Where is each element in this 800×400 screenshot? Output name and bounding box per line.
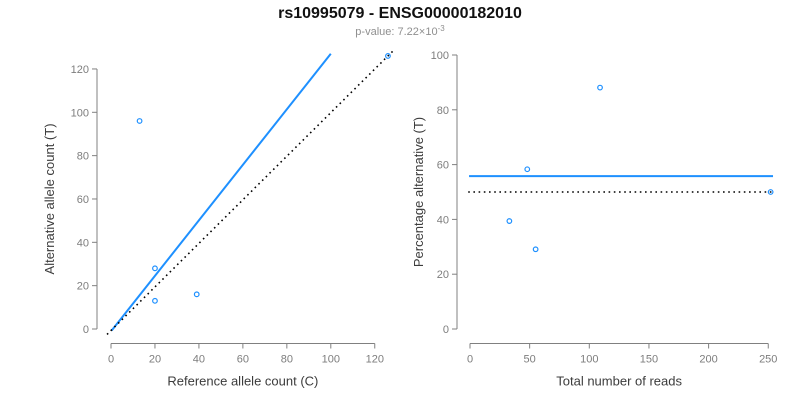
fitted-line <box>110 53 332 332</box>
y-tick-label: 0 <box>443 324 449 336</box>
data-point <box>767 189 774 195</box>
y-tick-label: 0 <box>83 324 89 336</box>
y-tick-label: 100 <box>71 107 89 119</box>
allele-count-scatter: 0 20 40 60 80 100 120 0 20 40 60 80 100 120 Reference … <box>42 50 394 389</box>
data-point <box>136 118 143 124</box>
x-axis-title: Total number of reads <box>556 374 682 389</box>
x-tick-label: 20 <box>149 354 161 366</box>
y-tick-label: 20 <box>77 281 89 293</box>
y-tick-label: 60 <box>77 194 89 206</box>
data-point <box>152 265 158 272</box>
data-point <box>597 84 603 91</box>
y-axis-title: Percentage alternative (T) <box>411 117 426 267</box>
x-tick-label: 40 <box>193 354 205 366</box>
y-tick-label: 100 <box>431 50 449 62</box>
y-tick-label: 20 <box>437 269 449 281</box>
x-tick-label: 120 <box>366 354 384 366</box>
data-point <box>524 166 531 173</box>
x-tick-label: 100 <box>580 354 598 366</box>
x-tick-label: 0 <box>467 354 473 366</box>
data-point <box>193 291 200 298</box>
x-tick-label: 250 <box>759 354 777 366</box>
y-tick-label: 80 <box>77 151 89 163</box>
data-point <box>152 297 158 304</box>
x-tick-label: 80 <box>281 354 293 366</box>
y-axis-title: Alternative allele count (T) <box>42 123 57 274</box>
x-tick-label: 50 <box>524 354 536 366</box>
x-axis-title: Reference allele count (C) <box>167 374 318 389</box>
x-tick-label: 200 <box>699 354 717 366</box>
y-tick-label: 40 <box>77 237 89 249</box>
data-point <box>506 218 513 224</box>
identity-line <box>106 50 394 335</box>
y-tick-label: 40 <box>437 214 449 226</box>
y-tick-label: 80 <box>437 105 449 117</box>
y-tick-label: 120 <box>71 64 89 76</box>
x-tick-label: 0 <box>108 354 114 366</box>
x-tick-label: 150 <box>640 354 658 366</box>
x-tick-label: 60 <box>237 354 249 366</box>
y-tick-label: 60 <box>437 160 449 172</box>
data-point <box>532 246 539 253</box>
data-point <box>385 53 391 59</box>
x-tick-label: 100 <box>322 354 340 366</box>
percentage-vs-reads-scatter: 0 20 40 60 80 100 0 50 100 150 200 250 Total number … <box>411 50 777 389</box>
